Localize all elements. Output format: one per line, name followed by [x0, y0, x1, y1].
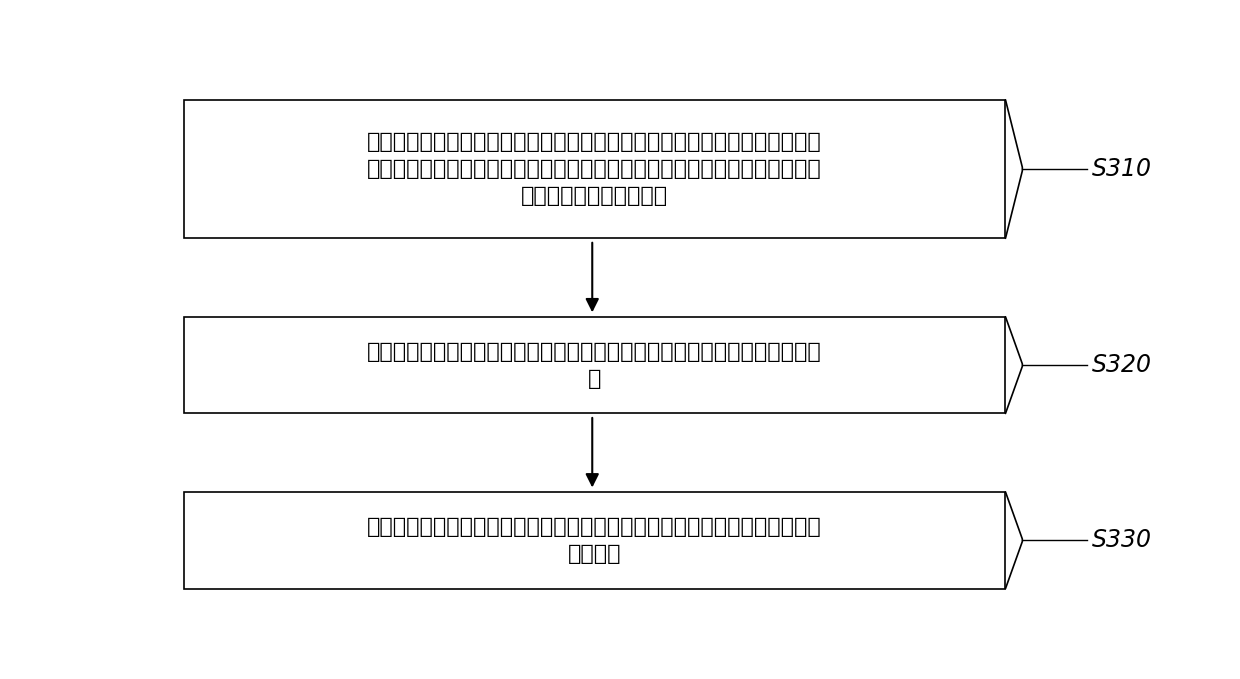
Text: 述第二基站生成测量配置: 述第二基站生成测量配置: [521, 186, 668, 206]
Text: 为终端进行测量配置的第一初始测量配置信息，所述测量配置信息用于指示所: 为终端进行测量配置的第一初始测量配置信息，所述测量配置信息用于指示所: [367, 159, 822, 179]
Text: S320: S320: [1092, 353, 1152, 377]
Text: 响应信息: 响应信息: [568, 544, 621, 564]
Text: 根据所述第一修改请求，向所述第二基站反馈接受或拒绝所述第一修改请求的: 根据所述第一修改请求，向所述第二基站反馈接受或拒绝所述第一修改请求的: [367, 517, 822, 536]
Text: 接收所述第二基站发送的对所述第一初始测量配置信息进行修改的第一修改请: 接收所述第二基站发送的对所述第一初始测量配置信息进行修改的第一修改请: [367, 342, 822, 361]
Text: 求: 求: [588, 369, 601, 388]
Bar: [184, 316, 1006, 414]
Text: S330: S330: [1092, 528, 1152, 552]
Text: S310: S310: [1092, 157, 1152, 181]
Text: 将测量配置信息发送至第二基站，其中所述测量配置信息包括：所述第一基站: 将测量配置信息发送至第二基站，其中所述测量配置信息包括：所述第一基站: [367, 132, 822, 152]
Bar: [184, 100, 1006, 238]
Bar: [184, 492, 1006, 589]
